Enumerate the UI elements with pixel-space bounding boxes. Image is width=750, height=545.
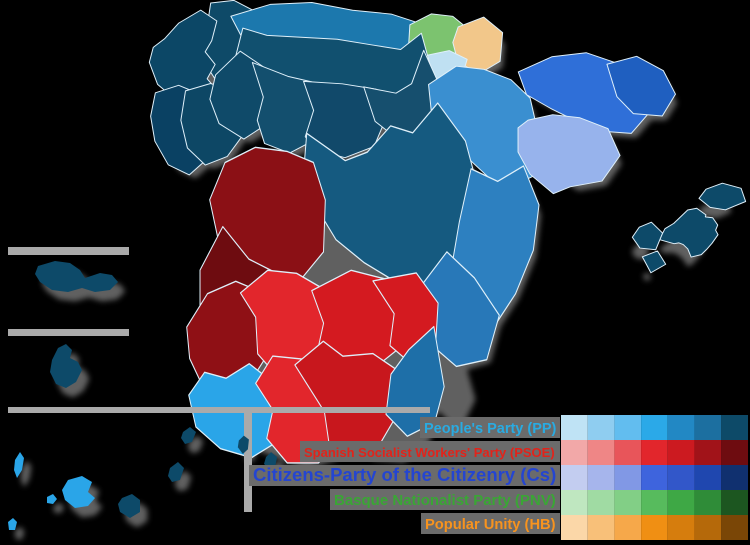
svg-text:People's Party (PP): People's Party (PP) bbox=[424, 421, 557, 437]
svg-text:Spanish Socialist Workers' Par: Spanish Socialist Workers' Party (PSOE) bbox=[304, 445, 555, 460]
svg-text:Popular Unity (HB): Popular Unity (HB) bbox=[425, 517, 556, 533]
svg-text:Citizens-Party of the Citizenr: Citizens-Party of the Citizenry (Cs) bbox=[253, 464, 556, 485]
svg-text:Basque Nationalist Party (PNV): Basque Nationalist Party (PNV) bbox=[334, 492, 556, 509]
